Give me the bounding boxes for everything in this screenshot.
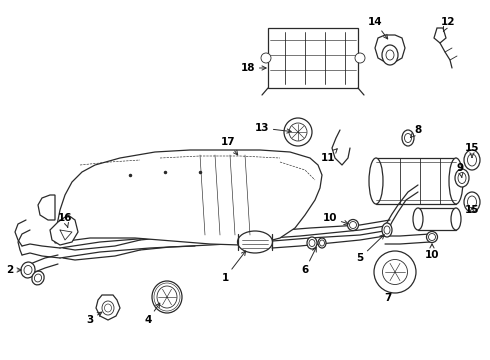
Text: 12: 12 [441, 17, 455, 31]
Text: 7: 7 [384, 293, 392, 303]
Polygon shape [50, 215, 78, 245]
Text: 4: 4 [145, 303, 160, 325]
Ellipse shape [405, 134, 412, 143]
Ellipse shape [413, 208, 423, 230]
Text: 10: 10 [425, 244, 439, 260]
Ellipse shape [238, 231, 272, 253]
Ellipse shape [104, 304, 112, 312]
Text: 2: 2 [6, 265, 21, 275]
Text: 5: 5 [356, 235, 384, 263]
Text: 1: 1 [221, 251, 245, 283]
Ellipse shape [382, 223, 392, 237]
Text: 13: 13 [255, 123, 291, 133]
Ellipse shape [374, 251, 416, 293]
Ellipse shape [369, 158, 383, 204]
Text: 14: 14 [368, 17, 388, 39]
Ellipse shape [289, 123, 307, 141]
Ellipse shape [318, 238, 326, 248]
Bar [418, 208, 456, 230]
Text: 18: 18 [241, 63, 266, 73]
Ellipse shape [355, 53, 365, 63]
Text: 15: 15 [465, 205, 479, 215]
Ellipse shape [319, 240, 324, 246]
Ellipse shape [464, 192, 480, 212]
Text: 10: 10 [323, 213, 348, 225]
Ellipse shape [467, 154, 476, 166]
Polygon shape [38, 195, 55, 220]
Ellipse shape [157, 286, 177, 308]
Text: 15: 15 [465, 143, 479, 157]
Ellipse shape [261, 53, 271, 63]
Ellipse shape [24, 266, 32, 274]
Ellipse shape [152, 281, 182, 313]
Ellipse shape [402, 130, 414, 146]
Text: 6: 6 [301, 247, 316, 275]
Ellipse shape [464, 150, 480, 170]
Ellipse shape [32, 271, 44, 285]
Polygon shape [434, 28, 446, 43]
Ellipse shape [458, 172, 466, 184]
Text: 17: 17 [220, 137, 238, 155]
Ellipse shape [451, 208, 461, 230]
Polygon shape [55, 150, 322, 245]
Ellipse shape [102, 301, 114, 315]
Ellipse shape [21, 262, 35, 278]
Bar [376, 158, 456, 204]
Text: 8: 8 [411, 125, 421, 138]
Ellipse shape [467, 196, 476, 208]
Ellipse shape [426, 231, 438, 243]
Ellipse shape [307, 237, 317, 249]
Polygon shape [268, 28, 358, 88]
Text: 3: 3 [86, 312, 102, 325]
Ellipse shape [284, 118, 312, 146]
Ellipse shape [386, 50, 394, 60]
Ellipse shape [455, 169, 469, 187]
Polygon shape [96, 295, 120, 320]
Ellipse shape [347, 220, 359, 230]
Ellipse shape [382, 45, 398, 65]
Text: 16: 16 [58, 213, 72, 227]
Polygon shape [375, 35, 405, 62]
Ellipse shape [428, 234, 436, 240]
Ellipse shape [449, 158, 463, 204]
Ellipse shape [34, 274, 42, 282]
Ellipse shape [383, 260, 408, 284]
Text: 11: 11 [321, 149, 337, 163]
Ellipse shape [384, 226, 390, 234]
Text: 9: 9 [457, 163, 464, 177]
Ellipse shape [309, 239, 315, 247]
Ellipse shape [349, 221, 357, 229]
